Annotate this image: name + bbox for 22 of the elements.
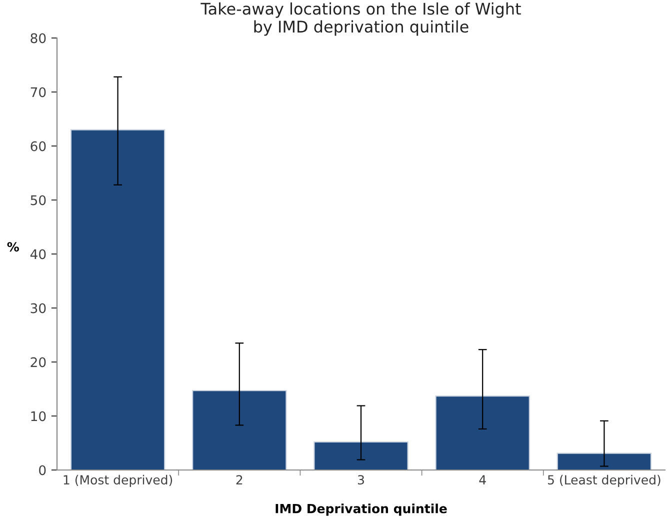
y-axis-title: % xyxy=(7,242,19,252)
y-tick-label: 30 xyxy=(30,303,46,314)
y-tick-label: 60 xyxy=(30,141,46,152)
x-tick-label: 5 (Least deprived) xyxy=(548,474,660,487)
bar xyxy=(192,390,287,470)
chart-title: Take-away locations on the Isle of Wight by IMD deprivation quintile xyxy=(200,2,521,36)
y-tick-label: 40 xyxy=(30,249,46,260)
y-tick-label: 10 xyxy=(31,411,46,422)
y-tick-label: 20 xyxy=(30,357,46,368)
y-tick-label: 0 xyxy=(39,465,46,476)
x-tick-label: 2 xyxy=(236,475,242,484)
x-tick-label: 3 xyxy=(358,475,364,485)
x-tick-label: 4 xyxy=(479,475,486,484)
bar xyxy=(70,129,166,470)
bar xyxy=(556,452,652,470)
y-tick-label: 80 xyxy=(30,33,46,44)
y-tick-label: 70 xyxy=(30,87,46,98)
x-axis-title: IMD Deprivation quintile xyxy=(276,504,447,516)
bar xyxy=(435,395,530,470)
x-tick-label: 1 (Most deprived) xyxy=(64,474,172,487)
y-tick-label: 50 xyxy=(30,195,46,206)
bar xyxy=(314,441,408,470)
